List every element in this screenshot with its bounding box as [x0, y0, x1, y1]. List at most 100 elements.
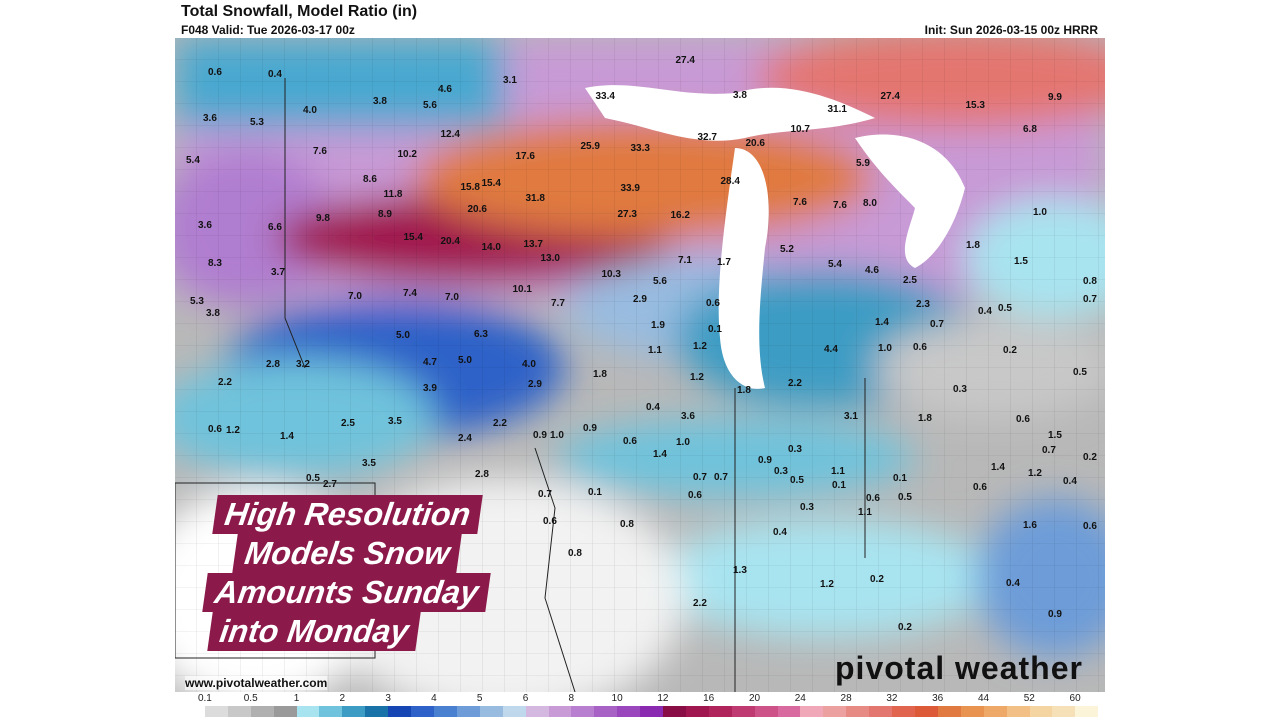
snowfall-value-label: 0.4	[646, 402, 660, 413]
snowfall-value-label: 1.3	[733, 565, 747, 576]
snowfall-value-label: 7.6	[313, 146, 327, 157]
snowfall-value-label: 3.1	[503, 75, 517, 86]
legend-swatch	[594, 706, 618, 717]
snowfall-value-label: 7.7	[551, 298, 565, 309]
snowfall-value-label: 1.8	[737, 385, 751, 396]
snowfall-value-label: 15.4	[481, 178, 501, 189]
snowfall-value-label: 0.1	[893, 473, 907, 484]
legend-swatch	[1052, 706, 1076, 717]
snowfall-value-label: 5.3	[250, 117, 264, 128]
legend-swatch	[296, 706, 320, 717]
pivotal-weather-logo: pivotal weather	[835, 650, 1083, 686]
snowfall-value-label: 0.7	[930, 319, 944, 330]
legend-swatch	[960, 706, 984, 717]
snowfall-value-label: 4.6	[438, 84, 452, 95]
snowfall-value-label: 3.5	[388, 416, 402, 427]
legend-swatch	[1075, 706, 1099, 717]
legend-swatch	[273, 706, 297, 717]
snowfall-value-label: 27.4	[880, 91, 900, 102]
color-legend: 0.1 0.5 1 2 3 4 5 6 8 10 12 16 20 24 28 32 36 44 52 60	[182, 693, 1099, 717]
snowfall-value-label: 0.3	[788, 444, 802, 455]
snowfall-value-label: 15.8	[460, 182, 480, 193]
snowfall-value-label: 0.7	[693, 472, 707, 483]
snowfall-value-label: 0.4	[1063, 476, 1077, 487]
snowfall-value-label: 7.4	[403, 288, 417, 299]
snowfall-value-label: 5.4	[186, 155, 200, 166]
legend-tick: 4	[431, 693, 437, 704]
snowfall-value-label: 0.8	[568, 548, 582, 559]
source-url[interactable]: www.pivotalweather.com	[185, 676, 328, 690]
snowfall-value-label: 28.4	[720, 176, 740, 187]
lake-huron	[855, 134, 965, 268]
legend-tick: 12	[657, 693, 669, 704]
snowfall-value-label: 1.2	[690, 372, 704, 383]
snowfall-value-label: 0.6	[208, 67, 222, 78]
snowfall-value-label: 15.3	[965, 100, 985, 111]
snowfall-value-label: 0.3	[774, 466, 788, 477]
legend-tick: 8	[568, 693, 575, 704]
legend-tick: 10	[611, 693, 623, 704]
legend-swatch	[411, 706, 434, 717]
snowfall-value-label: 0.6	[543, 516, 557, 527]
snowfall-value-label: 2.5	[341, 418, 355, 429]
legend-swatch	[365, 706, 389, 717]
legend-tick: 28	[840, 693, 852, 704]
snowfall-value-label: 2.2	[218, 377, 232, 388]
snowfall-value-label: 1.2	[226, 425, 240, 436]
snowfall-value-label: 25.9	[580, 141, 600, 152]
legend-tick: 24	[794, 693, 806, 704]
snowfall-value-label: 0.8	[1083, 276, 1097, 287]
snowfall-value-label: 4.7	[423, 357, 437, 368]
legend-swatch	[479, 706, 503, 717]
snowfall-value-label: 2.2	[493, 418, 507, 429]
snowfall-value-label: 8.6	[363, 174, 377, 185]
snowfall-value-label: 2.2	[788, 378, 802, 389]
snowfall-value-label: 8.0	[863, 198, 877, 209]
snowfall-value-label: 1.2	[693, 341, 707, 352]
snowfall-value-label: 5.0	[396, 330, 410, 341]
lake-superior	[585, 85, 875, 141]
legend-swatch	[1006, 706, 1030, 717]
snowfall-value-label: 1.1	[858, 507, 872, 518]
snowfall-value-label: 1.2	[820, 579, 834, 590]
snowfall-value-label: 5.0	[458, 355, 472, 366]
snowfall-value-label: 11.8	[383, 189, 403, 200]
snowfall-value-label: 1.2	[1028, 468, 1042, 479]
legend-swatch	[525, 706, 549, 717]
snowfall-value-label: 13.7	[523, 239, 543, 250]
legend-tick: 32	[886, 693, 898, 704]
snowfall-value-label: 7.6	[793, 197, 807, 208]
legend-swatch	[571, 706, 595, 717]
snowfall-value-label: 0.5	[998, 303, 1012, 314]
snowfall-value-label: 3.8	[373, 96, 387, 107]
snowfall-value-label: 0.6	[1016, 414, 1030, 425]
snowfall-value-label: 3.8	[206, 308, 220, 319]
snowfall-value-label: 0.6	[706, 298, 720, 309]
snowfall-value-label: 31.8	[525, 193, 545, 204]
snowfall-value-label: 0.6	[913, 342, 927, 353]
legend-swatch	[502, 706, 526, 717]
snowfall-value-label: 32.7	[697, 132, 717, 143]
snowfall-value-label: 2.2	[693, 598, 707, 609]
legend-swatch	[182, 706, 205, 717]
snowfall-value-label: 0.4	[978, 306, 992, 317]
snowfall-value-label: 33.4	[595, 91, 615, 102]
snowfall-value-label: 0.9	[1048, 609, 1062, 620]
snowfall-value-label: 1.5	[1048, 430, 1062, 441]
legend-tick: 2	[339, 693, 346, 704]
legend-swatch	[915, 706, 938, 717]
snowfall-value-label: 0.5	[898, 492, 912, 503]
snowfall-value-label: 0.7	[1083, 294, 1097, 305]
snowfall-value-label: 3.6	[681, 411, 695, 422]
legend-swatch	[892, 706, 915, 717]
snowfall-value-label: 3.6	[198, 220, 212, 231]
snowfall-value-label: 20.4	[440, 236, 460, 247]
legend-tick: 5	[476, 693, 483, 704]
legend-ticks: 0.1 0.5 1 2 3 4 5 6 8 10 12 16 20 24 28 32 36 44 52 60	[182, 693, 1098, 706]
snowfall-value-label: 1.8	[593, 369, 607, 380]
snowfall-value-label: 1.6	[1023, 520, 1037, 531]
snowfall-value-label: 33.3	[630, 143, 650, 154]
snowfall-value-label: 0.7	[538, 489, 552, 500]
snowfall-value-label: 7.0	[348, 291, 362, 302]
snowfall-value-label: 2.8	[266, 359, 280, 370]
